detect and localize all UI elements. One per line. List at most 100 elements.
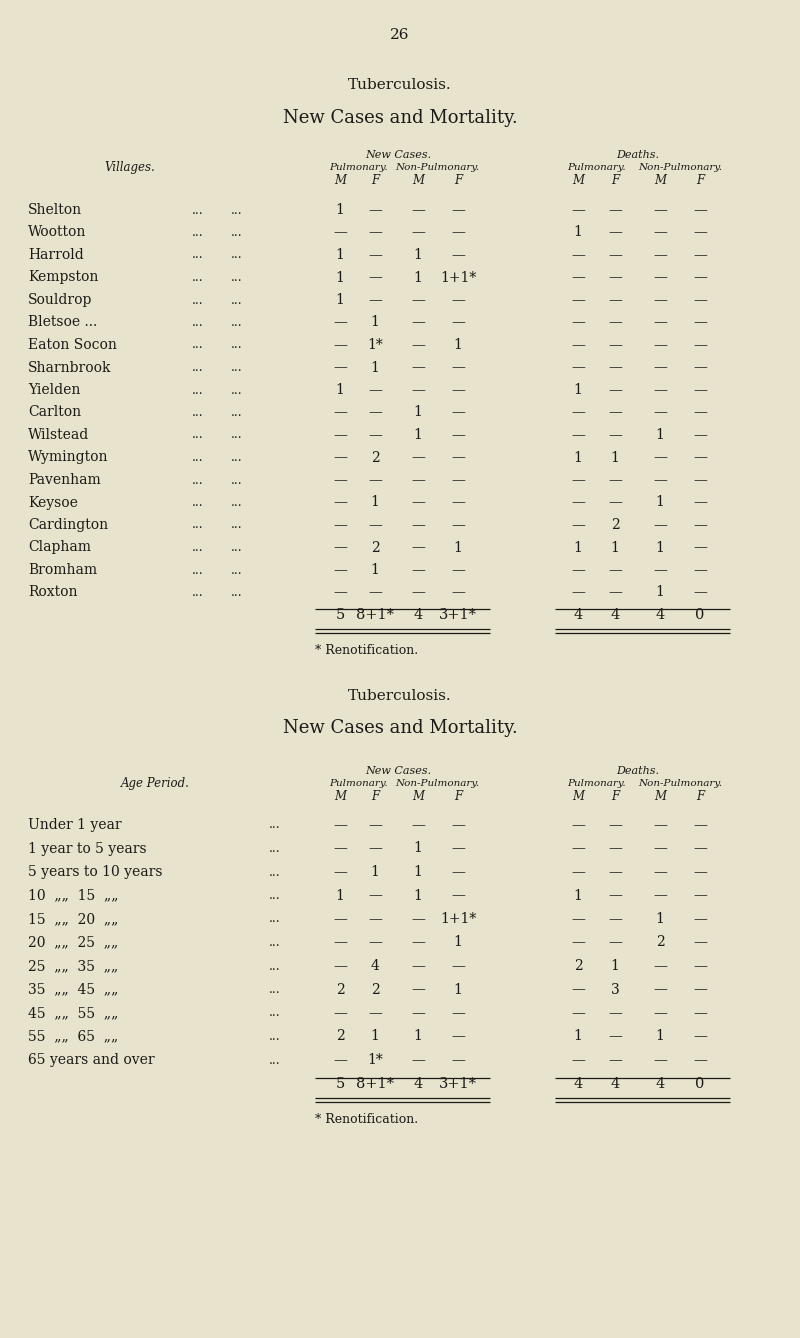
Text: 2: 2 [656,935,664,950]
Text: —: — [693,474,707,487]
Text: ...: ... [192,474,204,487]
Text: —: — [608,913,622,926]
Text: 2: 2 [336,1029,344,1044]
Text: —: — [571,935,585,950]
Text: Souldrop: Souldrop [28,293,92,306]
Text: 5 years to 10 years: 5 years to 10 years [28,864,162,879]
Text: Bromham: Bromham [28,563,97,577]
Text: Shelton: Shelton [28,203,82,217]
Text: —: — [693,1029,707,1044]
Text: Deaths.: Deaths. [617,765,659,776]
Text: Clapham: Clapham [28,541,91,554]
Text: ...: ... [192,563,204,577]
Text: —: — [608,1053,622,1066]
Text: 1: 1 [574,1029,582,1044]
Text: —: — [571,913,585,926]
Text: Wilstead: Wilstead [28,428,90,442]
Text: 2: 2 [610,518,619,533]
Text: —: — [368,383,382,397]
Text: ...: ... [231,428,243,442]
Text: ...: ... [269,866,281,879]
Text: 4: 4 [574,607,582,622]
Text: —: — [571,1053,585,1066]
Text: —: — [411,518,425,533]
Text: 1: 1 [414,888,422,903]
Text: —: — [608,428,622,442]
Text: —: — [608,474,622,487]
Text: —: — [653,360,667,375]
Text: M: M [572,791,584,804]
Text: —: — [653,203,667,217]
Text: 4: 4 [610,1077,620,1090]
Text: ...: ... [231,249,243,261]
Text: 1: 1 [610,541,619,554]
Text: —: — [608,935,622,950]
Text: —: — [608,888,622,903]
Text: ...: ... [269,819,281,831]
Text: —: — [653,339,667,352]
Text: —: — [693,316,707,329]
Text: —: — [608,339,622,352]
Text: 1: 1 [574,888,582,903]
Text: ...: ... [192,226,204,240]
Text: —: — [571,203,585,217]
Text: —: — [693,270,707,285]
Text: Yielden: Yielden [28,383,80,397]
Text: —: — [693,541,707,554]
Text: —: — [693,428,707,442]
Text: 1: 1 [574,451,582,464]
Text: —: — [368,203,382,217]
Text: —: — [693,495,707,510]
Text: 3+1*: 3+1* [439,607,477,622]
Text: —: — [608,1029,622,1044]
Text: Eaton Socon: Eaton Socon [28,339,117,352]
Text: —: — [608,586,622,599]
Text: —: — [451,293,465,306]
Text: ...: ... [192,203,204,217]
Text: —: — [451,474,465,487]
Text: —: — [333,935,347,950]
Text: 1: 1 [655,1029,665,1044]
Text: —: — [571,1006,585,1020]
Text: 25  „„  35  „„: 25 „„ 35 „„ [28,959,118,973]
Text: —: — [571,842,585,855]
Text: Wootton: Wootton [28,226,86,240]
Text: —: — [411,293,425,306]
Text: —: — [451,518,465,533]
Text: 8+1*: 8+1* [356,607,394,622]
Text: ...: ... [192,586,204,599]
Text: —: — [451,248,465,262]
Text: Tuberculosis.: Tuberculosis. [348,78,452,92]
Text: 1: 1 [655,913,665,926]
Text: —: — [653,563,667,577]
Text: —: — [571,818,585,832]
Text: ...: ... [192,316,204,329]
Text: —: — [653,818,667,832]
Text: 1: 1 [610,959,619,973]
Text: —: — [693,226,707,240]
Text: 10  „„  15  „„: 10 „„ 15 „„ [28,888,118,903]
Text: 1: 1 [335,248,345,262]
Text: ...: ... [231,563,243,577]
Text: ...: ... [192,361,204,375]
Text: 4: 4 [655,607,665,622]
Text: 4: 4 [370,959,379,973]
Text: —: — [653,842,667,855]
Text: 2: 2 [370,541,379,554]
Text: —: — [411,360,425,375]
Text: —: — [411,495,425,510]
Text: ...: ... [269,888,281,902]
Text: —: — [411,451,425,464]
Text: —: — [653,1006,667,1020]
Text: ...: ... [231,361,243,375]
Text: —: — [693,982,707,997]
Text: New Cases.: New Cases. [365,765,431,776]
Text: 1: 1 [370,864,379,879]
Text: Pulmonary.: Pulmonary. [329,780,387,788]
Text: 2: 2 [336,982,344,997]
Text: F: F [454,174,462,186]
Text: —: — [368,428,382,442]
Text: —: — [451,842,465,855]
Text: Non-Pulmonary.: Non-Pulmonary. [395,780,479,788]
Text: ...: ... [269,1053,281,1066]
